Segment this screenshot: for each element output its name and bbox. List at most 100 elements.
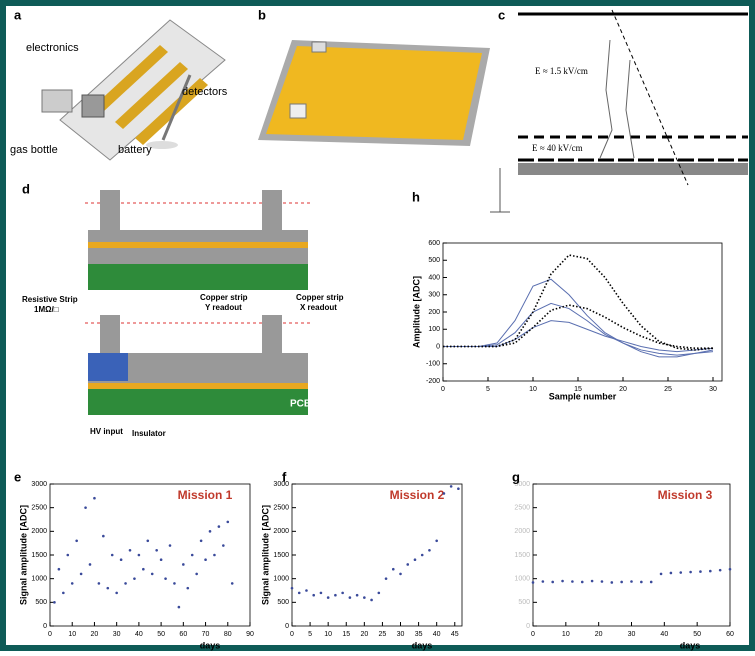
point <box>129 549 132 552</box>
point <box>581 581 584 584</box>
y-tick-label: 500 <box>35 599 47 606</box>
y-tick-label: 0 <box>285 623 289 630</box>
point <box>164 577 167 580</box>
point <box>200 540 203 543</box>
y-tick-label: 2500 <box>273 505 289 512</box>
point <box>551 581 554 584</box>
point <box>341 592 344 595</box>
point <box>327 596 330 599</box>
point <box>115 592 118 595</box>
y-tick-label: 1000 <box>514 576 530 583</box>
x-axis-label: days <box>200 640 221 650</box>
x-tick-label: 30 <box>113 631 121 638</box>
annotation: Y readout <box>205 303 242 312</box>
y-tick-label: 300 <box>428 292 440 299</box>
y-axis-label: Amplitude [ADC] <box>411 276 421 348</box>
x-tick-label: 20 <box>619 386 627 393</box>
x-tick-label: 40 <box>660 631 668 638</box>
point <box>699 570 702 573</box>
point <box>66 554 69 557</box>
point <box>611 581 614 584</box>
annotation: 1MΩ/□ <box>34 305 59 314</box>
panel-label: a <box>14 7 22 22</box>
point <box>291 587 294 590</box>
x-tick-label: 10 <box>529 386 537 393</box>
annotation: Copper strip <box>296 293 344 302</box>
y-tick-label: -100 <box>426 361 440 368</box>
point <box>571 580 574 583</box>
point <box>218 525 221 528</box>
point <box>124 582 127 585</box>
x-tick-label: 25 <box>379 631 387 638</box>
point <box>349 596 352 599</box>
point <box>93 497 96 500</box>
annotation: HV input <box>90 427 123 436</box>
point <box>399 573 402 576</box>
y-tick-label: 0 <box>526 623 530 630</box>
annotation: battery <box>118 144 152 156</box>
x-tick-label: 35 <box>415 631 423 638</box>
point <box>75 540 78 543</box>
point <box>428 549 431 552</box>
point <box>729 568 732 571</box>
point <box>102 535 105 538</box>
panel-label: b <box>258 7 266 22</box>
point <box>106 587 109 590</box>
x-tick-label: 10 <box>324 631 332 638</box>
x-tick-label: 5 <box>486 386 490 393</box>
x-tick-label: 60 <box>726 631 734 638</box>
point <box>650 581 653 584</box>
point <box>414 558 417 561</box>
x-axis-label: days <box>412 640 433 650</box>
point <box>406 563 409 566</box>
point <box>719 569 722 572</box>
y-tick-label: 600 <box>428 240 440 247</box>
x-tick-label: 40 <box>433 631 441 638</box>
point <box>133 577 136 580</box>
y-tick-label: 200 <box>428 309 440 316</box>
point <box>146 540 149 543</box>
x-tick-label: 60 <box>179 631 187 638</box>
point <box>435 540 438 543</box>
point <box>173 582 176 585</box>
point <box>111 554 114 557</box>
y-tick-label: -200 <box>426 378 440 385</box>
x-tick-label: 30 <box>709 386 717 393</box>
point <box>378 592 381 595</box>
point <box>80 573 83 576</box>
point <box>151 573 154 576</box>
x-tick-label: 20 <box>360 631 368 638</box>
point <box>226 521 229 524</box>
y-tick-label: 2000 <box>514 528 530 535</box>
illustration-b <box>258 40 490 146</box>
annotation: gas bottle <box>10 144 58 156</box>
x-tick-label: 25 <box>664 386 672 393</box>
point <box>71 582 74 585</box>
annotation: detectors <box>182 86 228 98</box>
point <box>120 558 123 561</box>
point <box>392 568 395 571</box>
chart-title: Mission 2 <box>390 488 445 502</box>
point <box>213 554 216 557</box>
point <box>155 549 158 552</box>
y-tick-label: 1500 <box>273 552 289 559</box>
point <box>385 577 388 580</box>
y-tick-label: 500 <box>277 599 289 606</box>
point <box>320 592 323 595</box>
figure: a electronics detectors gas bottle batte… <box>0 0 755 651</box>
point <box>195 573 198 576</box>
point <box>709 570 712 573</box>
point <box>98 582 101 585</box>
panel-label: c <box>498 7 505 22</box>
annotation: Insulator <box>132 429 166 438</box>
x-tick-label: 50 <box>157 631 165 638</box>
x-tick-label: 90 <box>246 631 254 638</box>
panel-label: g <box>512 469 520 484</box>
point <box>370 599 373 602</box>
y-axis-label: Signal amplitude [ADC] <box>260 505 270 605</box>
annotation: E ≈ 40 kV/cm <box>532 143 583 153</box>
point <box>620 581 623 584</box>
y-tick-label: 1500 <box>31 552 47 559</box>
point <box>561 580 564 583</box>
x-tick-label: 80 <box>224 631 232 638</box>
